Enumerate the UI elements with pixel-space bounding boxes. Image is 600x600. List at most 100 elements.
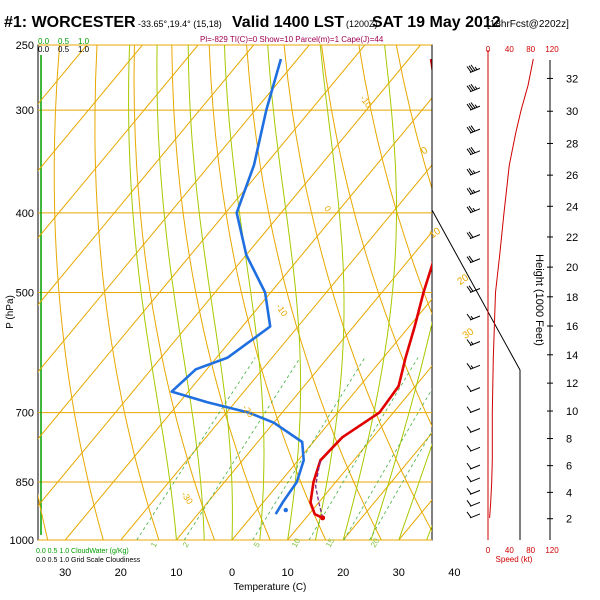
moist-adiabat-line bbox=[370, 320, 432, 540]
pressure-tick-label: 500 bbox=[16, 288, 34, 300]
height-tick-label: 2 bbox=[566, 514, 572, 526]
wind-barb-flag bbox=[466, 462, 472, 470]
isotherm-line bbox=[38, 45, 143, 172]
station-title: #1: WORCESTER bbox=[4, 14, 136, 31]
wind-barb-flag bbox=[466, 256, 472, 263]
wind-barb bbox=[469, 477, 481, 483]
wind-barb bbox=[469, 489, 481, 495]
wind-barb-flag bbox=[466, 168, 472, 176]
wind-barb bbox=[469, 288, 481, 293]
wind-barb-half bbox=[472, 170, 476, 174]
height-tick-label: 22 bbox=[566, 232, 578, 244]
isotherm-line bbox=[176, 231, 432, 540]
isotherm-line bbox=[38, 45, 366, 440]
speed-tick-top: 40 bbox=[505, 45, 514, 54]
pressure-tick-label: 300 bbox=[16, 105, 34, 117]
dry-adiabat-line bbox=[358, 45, 432, 315]
height-tick-label: 32 bbox=[566, 73, 578, 85]
height-tick-label: 20 bbox=[566, 262, 578, 274]
wind-barb-flag bbox=[468, 205, 474, 212]
moist-adiabat-line bbox=[187, 45, 233, 540]
wind-barb-flag bbox=[468, 231, 474, 238]
temp-tick-label: 20 bbox=[115, 567, 127, 579]
wind-barb-flag bbox=[470, 64, 476, 71]
moist-adiabat-line bbox=[398, 443, 432, 540]
wind-barb-flag bbox=[466, 206, 472, 213]
dewpoint-line bbox=[170, 58, 306, 515]
height-tick-label: 6 bbox=[566, 461, 572, 473]
cloudwater-top-label: 1.0 bbox=[78, 37, 90, 46]
dry-adiabat-line bbox=[321, 45, 432, 428]
pressure-tick-label: 850 bbox=[16, 477, 34, 489]
isotherm-label: 0 bbox=[322, 204, 333, 214]
wind-speed-line bbox=[489, 58, 534, 518]
dry-adiabat-label: 10 bbox=[427, 225, 443, 241]
isotherm-label: -30 bbox=[179, 490, 195, 506]
moist-adiabat-line bbox=[224, 45, 265, 540]
wind-barb-flag bbox=[470, 125, 476, 132]
isotherms bbox=[38, 45, 432, 540]
wind-barb-flag bbox=[466, 363, 472, 370]
wind-barb bbox=[469, 464, 481, 470]
mixing-ratio-line bbox=[343, 388, 432, 540]
dry-adiabat-label: 20 bbox=[456, 272, 472, 288]
wind-barb-flag bbox=[466, 103, 472, 110]
wind-barb-flag bbox=[466, 426, 472, 433]
cloudiness-top-label: 1.0 bbox=[78, 45, 90, 54]
height-tick-label: 16 bbox=[566, 321, 578, 333]
wind-barb-flag bbox=[466, 444, 472, 452]
x-axis-label: Temperature (C) bbox=[234, 582, 307, 593]
height-axis-label: Height (1000 Feet) bbox=[533, 254, 545, 346]
dry-adiabat-label: 30 bbox=[461, 326, 477, 342]
speed-axis-label: Speed (kt) bbox=[496, 555, 533, 564]
dry-adiabats bbox=[38, 45, 432, 540]
isotherm-line bbox=[38, 45, 421, 507]
valid-time: Valid 1400 LST bbox=[232, 14, 344, 31]
isotherm-line bbox=[231, 298, 432, 540]
speed-tick-bottom: 120 bbox=[545, 546, 559, 555]
wind-barb bbox=[469, 387, 481, 393]
utc-time: (1200Z) bbox=[346, 19, 378, 29]
moist-adiabats bbox=[128, 45, 432, 540]
cloudiness-scale-label: 0.0 0.5 1.0 Grid Scale Cloudiness bbox=[36, 557, 141, 564]
wind-panel-boundary bbox=[431, 45, 521, 540]
temp-tick-label: 10 bbox=[170, 567, 182, 579]
forecast-info: [18hrFcst@2202z] bbox=[487, 19, 569, 30]
isotherm-line bbox=[342, 432, 432, 540]
cloudiness-top-label: 0.5 bbox=[58, 45, 70, 54]
height-tick-label: 4 bbox=[566, 487, 572, 499]
dry-adiabat-line bbox=[171, 45, 271, 540]
pressure-tick-label: 700 bbox=[16, 408, 34, 420]
wind-barb-half bbox=[470, 341, 474, 345]
wind-barb-half bbox=[474, 104, 478, 108]
wind-barb-half bbox=[474, 66, 478, 70]
temp-tick-label: 20 bbox=[337, 567, 349, 579]
wind-barb-flag bbox=[466, 148, 472, 155]
wind-barb-flag bbox=[468, 84, 474, 91]
speed-tick-top: 0 bbox=[486, 45, 491, 54]
speed-tick-bottom: 80 bbox=[526, 546, 535, 555]
isotherm-line bbox=[38, 45, 255, 306]
mixing-ratio-label: 10 bbox=[290, 536, 303, 549]
cloudwater-top-label: 0.0 bbox=[38, 37, 50, 46]
wind-barb-flag bbox=[468, 168, 474, 175]
moist-adiabat-line bbox=[128, 45, 177, 540]
surface-dewpoint-marker bbox=[283, 507, 288, 513]
temp-tick-label: 10 bbox=[281, 567, 293, 579]
isotherm-line bbox=[38, 45, 310, 373]
wind-barb-half bbox=[470, 365, 474, 369]
wind-barb bbox=[469, 341, 481, 346]
wind-barb-flag bbox=[468, 65, 474, 72]
temp-tick-label: 30 bbox=[59, 567, 71, 579]
dry-adiabat-line bbox=[283, 45, 432, 533]
dry-adiabat-line bbox=[246, 45, 382, 540]
wind-barb-flag bbox=[466, 313, 472, 320]
moist-adiabat-line bbox=[314, 45, 345, 540]
cloudiness-top-label: 0.0 bbox=[38, 45, 50, 54]
isotherm-label: -10 bbox=[358, 93, 374, 109]
wind-barb-flag bbox=[466, 488, 472, 495]
moist-adiabat-line bbox=[267, 45, 302, 540]
speed-tick-top: 80 bbox=[526, 45, 535, 54]
